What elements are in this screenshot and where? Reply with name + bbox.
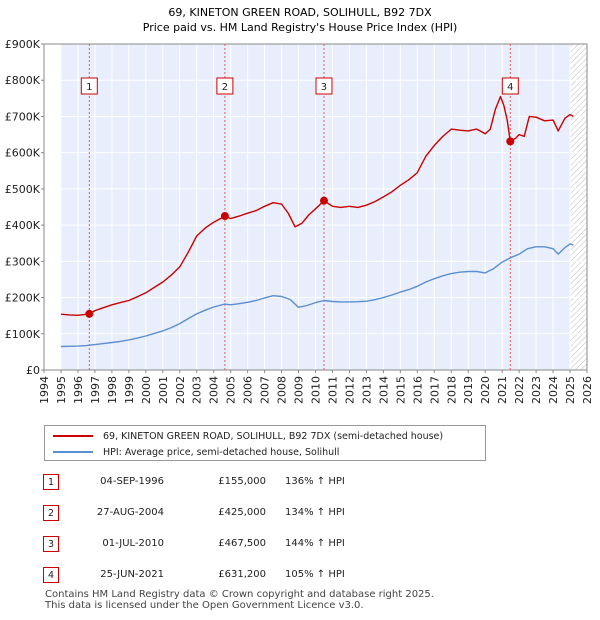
x-tick-label: 2025 (564, 376, 577, 404)
footer: Contains HM Land Registry data © Crown c… (45, 589, 434, 611)
x-tick-label: 2009 (293, 376, 306, 404)
x-tick-label: 2015 (394, 376, 407, 404)
legend-item-property: 69, KINETON GREEN ROAD, SOLIHULL, B92 7D… (53, 428, 443, 444)
x-tick-label: 1999 (123, 376, 136, 404)
x-tick-label: 2012 (343, 376, 356, 404)
x-tick-label: 2000 (140, 376, 153, 404)
table-row: 3 01-JUL-2010 £467,500 144% ↑ HPI (0, 535, 600, 555)
y-tick-label: £200K (5, 292, 41, 305)
footer-licence: This data is licensed under the Open Gov… (45, 600, 364, 611)
sale-point (319, 196, 328, 205)
sale-badge: 1 (43, 474, 59, 490)
chart-title: 69, KINETON GREEN ROAD, SOLIHULL, B92 7D… (168, 6, 432, 19)
sale-price: £467,500 (218, 538, 266, 549)
sale-hpi-change: 105% ↑ HPI (285, 569, 345, 580)
x-tick-label: 2017 (428, 376, 441, 404)
sale-point (220, 212, 229, 221)
sale-marker-label: 1 (86, 82, 92, 93)
y-tick-label: £300K (5, 255, 41, 268)
x-tick-label: 1998 (106, 376, 119, 404)
hpi-line (60, 243, 574, 348)
legend-label-hpi: HPI: Average price, semi-detached house,… (103, 446, 340, 458)
legend-swatch-hpi (53, 451, 93, 453)
sale-date: 27-AUG-2004 (96, 507, 164, 518)
sale-badge: 4 (43, 567, 59, 583)
sale-hpi-change: 136% ↑ HPI (285, 476, 345, 487)
x-tick-label: 2023 (530, 376, 543, 404)
y-tick-label: £800K (5, 74, 41, 87)
sale-price: £155,000 (218, 476, 266, 487)
x-tick-label: 1995 (55, 376, 68, 404)
sale-price: £425,000 (218, 507, 266, 518)
sale-hpi-change: 144% ↑ HPI (285, 538, 345, 549)
y-tick-label: £900K (5, 38, 41, 51)
table-row: 4 25-JUN-2021 £631,200 105% ↑ HPI (0, 566, 600, 586)
y-tick-label: £100K (5, 328, 41, 341)
x-tick-label: 2007 (259, 376, 272, 404)
x-tick-label: 2024 (547, 376, 560, 404)
x-tick-label: 2010 (310, 376, 323, 404)
sale-hpi-change: 134% ↑ HPI (285, 507, 345, 518)
x-tick-label: 2004 (208, 376, 221, 404)
x-tick-label: 2021 (496, 376, 509, 404)
y-tick-label: £0 (26, 364, 40, 377)
table-row: 1 04-SEP-1996 £155,000 136% ↑ HPI (0, 473, 600, 493)
x-tick-label: 2001 (157, 376, 170, 404)
x-tick-label: 2019 (462, 376, 475, 404)
sale-badge: 3 (43, 536, 59, 552)
x-tick-label: 2013 (360, 376, 373, 404)
sale-marker-label: 2 (222, 82, 228, 93)
sale-point (85, 309, 94, 318)
sale-marker-label: 4 (507, 82, 513, 93)
x-tick-label: 2006 (242, 376, 255, 404)
x-tick-label: 2014 (377, 376, 390, 404)
sale-point (506, 137, 515, 146)
footer-copyright: Contains HM Land Registry data © Crown c… (45, 589, 434, 600)
legend: 69, KINETON GREEN ROAD, SOLIHULL, B92 7D… (44, 425, 486, 461)
sale-price: £631,200 (218, 569, 266, 580)
x-tick-label: 2026 (581, 376, 594, 404)
x-tick-label: 1994 (38, 376, 51, 404)
y-tick-label: £700K (5, 110, 41, 123)
legend-label-property: 69, KINETON GREEN ROAD, SOLIHULL, B92 7D… (103, 430, 444, 442)
sale-marker-box (216, 77, 234, 95)
sale-date: 25-JUN-2021 (100, 569, 164, 580)
chart-subtitle: Price paid vs. HM Land Registry's House … (143, 21, 458, 34)
sale-marker-label: 3 (321, 82, 327, 93)
y-tick-label: £600K (5, 147, 41, 160)
y-tick-label: £400K (5, 219, 41, 232)
x-tick-label: 2016 (411, 376, 424, 404)
x-tick-label: 2008 (276, 376, 289, 404)
x-tick-label: 2018 (445, 376, 458, 404)
table-row: 2 27-AUG-2004 £425,000 134% ↑ HPI (0, 504, 600, 524)
sale-marker-box (315, 77, 333, 95)
x-tick-label: 1996 (72, 376, 85, 404)
property-price-line (60, 95, 574, 316)
x-tick-label: 2022 (513, 376, 526, 404)
sale-marker-box (80, 77, 98, 95)
forecast-hatching (570, 44, 587, 370)
y-tick-label: £500K (5, 183, 41, 196)
sale-badge: 2 (43, 505, 59, 521)
sale-date: 01-JUL-2010 (102, 538, 164, 549)
x-tick-label: 2002 (174, 376, 187, 404)
legend-swatch-property (53, 435, 93, 437)
x-tick-label: 2005 (225, 376, 238, 404)
price-chart: 69, KINETON GREEN ROAD, SOLIHULL, B92 7D… (5, 6, 594, 404)
x-tick-label: 2003 (191, 376, 204, 404)
x-tick-label: 1997 (89, 376, 102, 404)
sale-date: 04-SEP-1996 (100, 476, 164, 487)
x-tick-label: 2011 (326, 376, 339, 404)
x-tick-label: 2020 (479, 376, 492, 404)
legend-item-hpi: HPI: Average price, semi-detached house,… (53, 444, 339, 460)
sale-marker-box (501, 77, 519, 95)
